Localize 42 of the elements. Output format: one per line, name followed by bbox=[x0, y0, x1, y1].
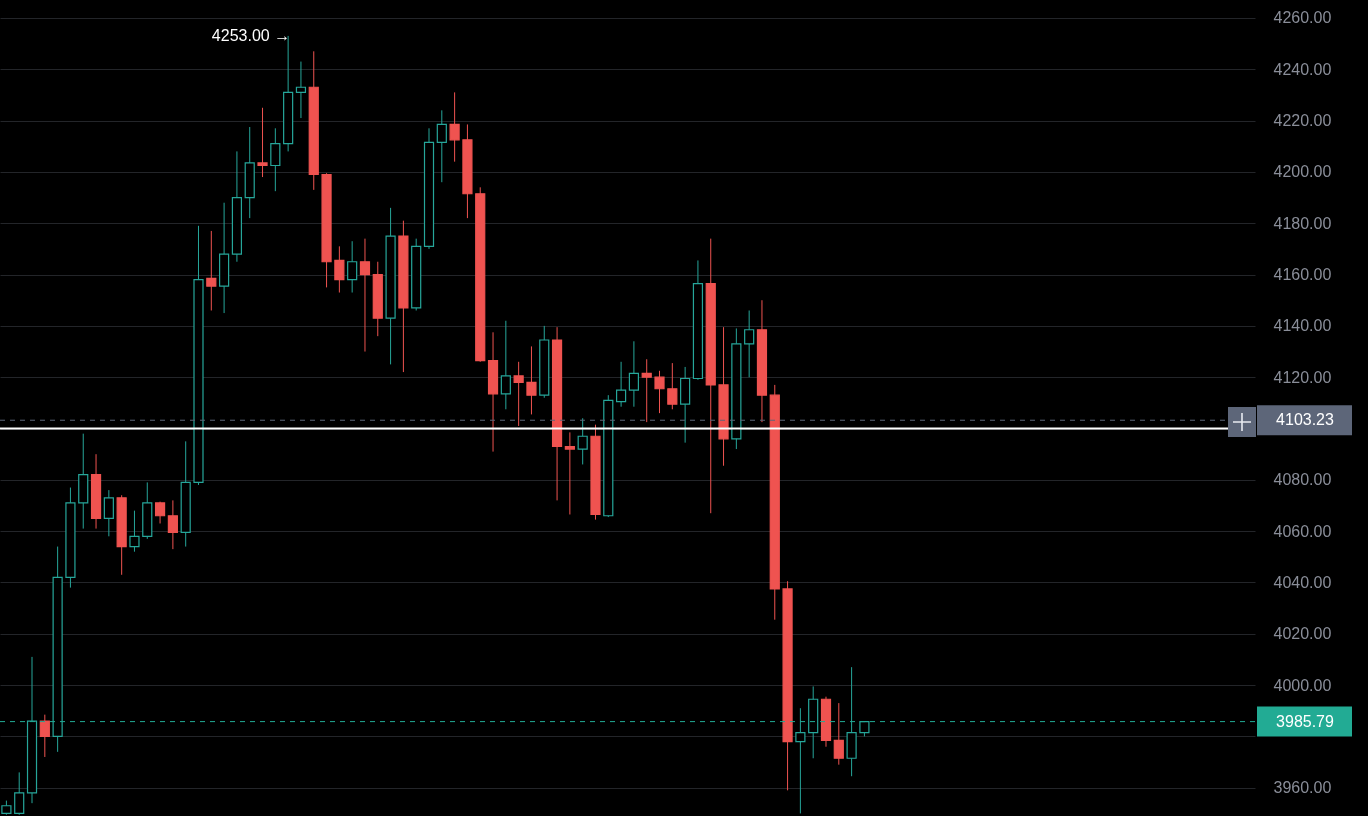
candlestick bbox=[833, 702, 844, 766]
y-tick-label: 4020.00 bbox=[1273, 625, 1332, 643]
candlestick bbox=[206, 230, 217, 311]
y-tick-label: 4200.00 bbox=[1273, 163, 1332, 181]
y-tick-label: 3960.00 bbox=[1273, 779, 1332, 797]
candlestick bbox=[667, 362, 678, 410]
candlestick bbox=[270, 127, 281, 192]
candlestick bbox=[526, 345, 537, 415]
ref-line-label: 4103.23 bbox=[1276, 411, 1335, 429]
y-tick-label: 4040.00 bbox=[1273, 573, 1332, 591]
candlestick bbox=[628, 340, 639, 408]
candlestick bbox=[744, 309, 755, 378]
candlestick bbox=[641, 358, 652, 423]
candlestick bbox=[577, 417, 588, 465]
ref-line-label: 3985.79 bbox=[1276, 712, 1335, 730]
candlestick bbox=[39, 714, 50, 758]
candlestick bbox=[513, 361, 524, 427]
y-tick-label: 4120.00 bbox=[1273, 368, 1332, 386]
y-tick-label: 4220.00 bbox=[1273, 112, 1332, 130]
candlestick bbox=[616, 361, 627, 408]
candlestick bbox=[295, 61, 307, 119]
y-tick-label: 4160.00 bbox=[1273, 266, 1332, 284]
candlestick bbox=[359, 238, 371, 353]
candlestick bbox=[103, 489, 114, 537]
candlestick bbox=[129, 510, 140, 553]
candlestick bbox=[654, 370, 665, 414]
y-tick-label: 4260.00 bbox=[1273, 9, 1332, 27]
candlestick bbox=[334, 245, 345, 294]
candlestick bbox=[449, 91, 460, 163]
y-tick-label: 4180.00 bbox=[1273, 214, 1332, 232]
y-tick-label: 4140.00 bbox=[1273, 317, 1332, 335]
y-tick-label: 4000.00 bbox=[1273, 676, 1332, 694]
candlestick bbox=[500, 320, 511, 410]
y-tick-label: 4080.00 bbox=[1273, 471, 1332, 489]
candlestick bbox=[347, 240, 358, 294]
candlestick bbox=[564, 431, 575, 515]
candlestick bbox=[257, 107, 268, 178]
candlestick bbox=[436, 109, 447, 183]
y-tick-label: 4060.00 bbox=[1273, 522, 1332, 540]
candlestick bbox=[167, 499, 178, 550]
y-tick-label: 4240.00 bbox=[1273, 60, 1332, 78]
annotation: 4253.00 → bbox=[211, 26, 291, 44]
